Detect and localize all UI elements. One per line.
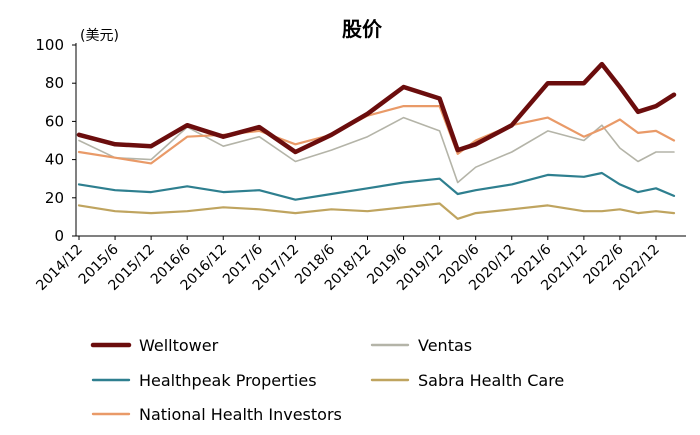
series-line-healthpeak-properties [77,171,676,201]
series-line-national-health-investors [77,104,676,165]
legend-label-national-health-investors: National Health Investors [139,405,342,424]
y-tick-label: 20 [45,189,64,207]
y-tick-label: 60 [45,112,64,130]
series-lines [76,61,677,220]
y-tick-label: 100 [35,36,64,54]
series-line-sabra-health-care [77,202,676,220]
legend-label-healthpeak-properties: Healthpeak Properties [139,371,317,390]
legend: Welltower Ventas Healthpeak Properties Sabr… [90,336,564,424]
series-line-ventas [78,116,675,184]
legend-label-ventas: Ventas [418,336,472,355]
chart-title: 股价 [342,17,383,41]
y-tick-label: 80 [45,74,64,92]
legend-label-sabra-health-care: Sabra Health Care [418,371,564,390]
series-line-welltower [76,61,677,155]
axes: 0204060801002014/122015/62015/122016/620… [33,36,686,294]
x-tick-label: 2014/12 [33,242,85,294]
y-tick-label: 40 [45,151,64,169]
y-tick-label: 0 [54,227,64,245]
y-unit-label: (美元) [80,28,119,44]
legend-label-welltower: Welltower [139,336,219,355]
